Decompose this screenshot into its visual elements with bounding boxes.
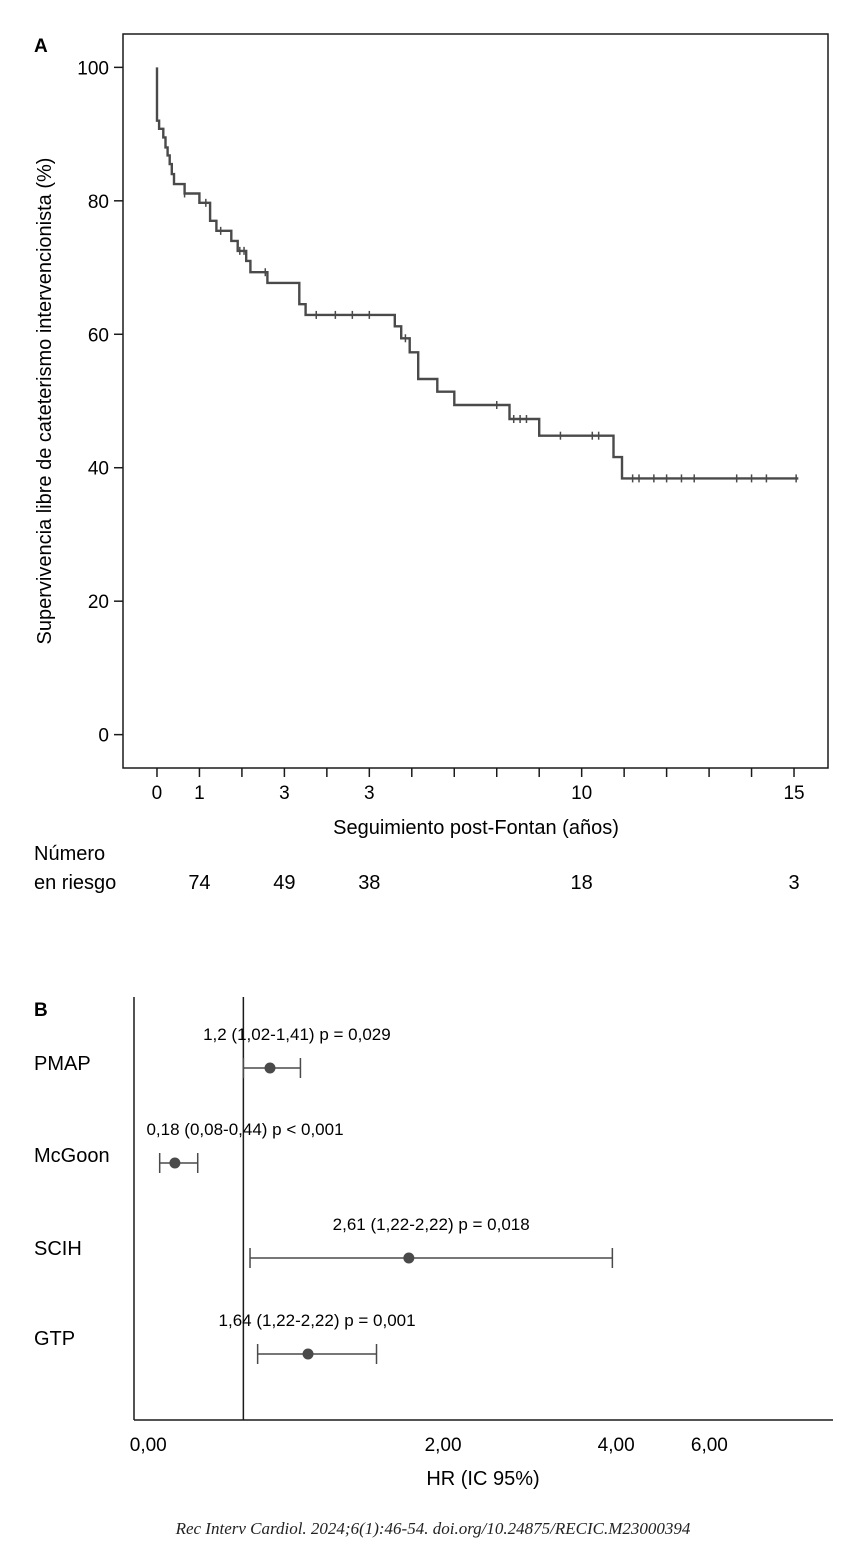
hr-point: [302, 1348, 314, 1360]
risk-table-title-line2: en riesgo: [34, 872, 116, 894]
x-tick-label: 4,00: [598, 1435, 635, 1456]
panel-b-label: B: [34, 1000, 48, 1021]
panel-b-forest-plot: B 0,00 2,00 4,00 6,00 PMAP 1,2 (1,02-1,41) p…: [34, 997, 833, 1490]
panel-b-x-axis: 0,00 2,00 4,00 6,00: [130, 1435, 728, 1456]
y-tick-label: 80: [88, 192, 109, 213]
risk-value: 3: [788, 872, 799, 894]
y-tick-label: 40: [88, 459, 109, 480]
hr-annotation: 0,18 (0,08-0,44) p < 0,001: [146, 1120, 343, 1139]
row-label: SCIH: [34, 1238, 82, 1260]
hr-point: [169, 1157, 181, 1169]
x-tick-label: 0: [152, 783, 163, 804]
panel-a-y-axis: 0 20 40 60 80 100: [77, 58, 123, 747]
risk-value: 49: [273, 872, 295, 894]
panel-a-label: A: [34, 36, 48, 57]
row-label: GTP: [34, 1328, 75, 1350]
y-tick-label: 0: [98, 726, 109, 747]
x-tick-label: 1: [194, 783, 205, 804]
hr-point: [403, 1252, 415, 1264]
x-tick-label: 0,00: [130, 1435, 167, 1456]
figure: A 0 20 40 60 80 100 0 1 3 3 10 15 Supervivencia li…: [34, 33, 833, 1490]
x-tick-label: 15: [783, 783, 804, 804]
x-tick-label: 3: [279, 783, 290, 804]
citation: Rec Interv Cardiol. 2024;6(1):46-54. doi…: [175, 1519, 691, 1538]
panel-a-series: [155, 67, 799, 483]
y-tick-label: 100: [77, 58, 109, 79]
x-tick-label: 2,00: [425, 1435, 462, 1456]
panel-b-rows: PMAP 1,2 (1,02-1,41) p = 0,029 McGoon 0,18 …: [34, 1025, 614, 1364]
panel-b-x-axis-title: HR (IC 95%): [426, 1468, 539, 1490]
row-label: McGoon: [34, 1145, 110, 1167]
hr-annotation: 2,61 (1,22-2,22) p = 0,018: [333, 1215, 530, 1234]
hr-annotation: 1,2 (1,02-1,41) p = 0,029: [203, 1025, 391, 1044]
risk-table-title-line1: Número: [34, 843, 105, 865]
x-tick-label: 6,00: [691, 1435, 728, 1456]
panel-a-frame: [122, 33, 829, 769]
hr-point: [264, 1062, 276, 1074]
hr-annotation: 1,64 (1,22-2,22) p = 0,001: [219, 1311, 416, 1330]
x-tick-label: 3: [364, 783, 375, 804]
risk-value: 38: [358, 872, 380, 894]
x-tick-label: 10: [571, 783, 592, 804]
risk-table: Número en riesgo 74 49 38 18 3: [34, 843, 800, 894]
y-tick-label: 20: [88, 592, 109, 613]
panel-a-x-axis: 0 1 3 3 10 15: [152, 768, 805, 804]
panel-a-y-axis-title: Supervivencia libre de cateterismo inter…: [34, 158, 56, 645]
panel-a-km-chart: A 0 20 40 60 80 100 0 1 3 3 10 15 Supervivencia li…: [34, 33, 829, 894]
risk-value: 18: [571, 872, 593, 894]
row-label: PMAP: [34, 1053, 91, 1075]
risk-value: 74: [188, 872, 210, 894]
km-survival-curve: [155, 67, 799, 480]
panel-a-x-axis-title: Seguimiento post-Fontan (años): [333, 817, 619, 839]
y-tick-label: 60: [88, 325, 109, 346]
